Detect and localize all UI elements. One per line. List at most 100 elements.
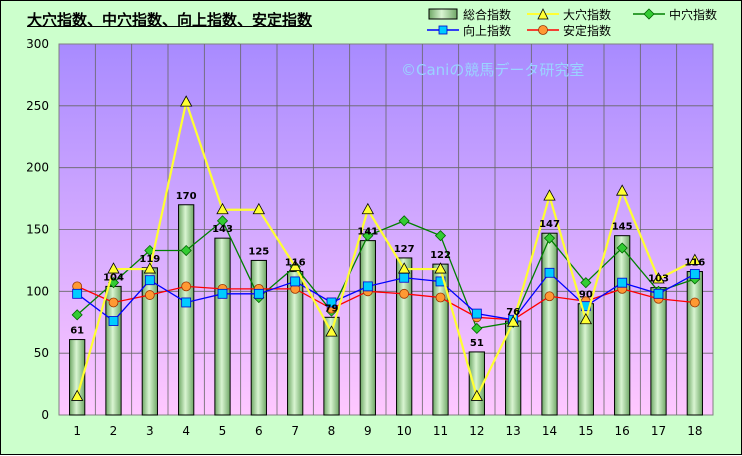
bar-value-label: 125: [248, 246, 269, 257]
point-diamond: [580, 277, 592, 289]
point-circle: [181, 281, 192, 292]
point-triangle: [543, 189, 556, 201]
bar-value-label: 103: [648, 274, 669, 285]
x-tick-label: 7: [291, 424, 299, 438]
legend-label-sougou: 総合指数: [463, 7, 512, 22]
point-triangle: [579, 312, 593, 325]
legend-item-antei: 安定指数: [527, 22, 611, 38]
point-square: [617, 277, 628, 288]
point-triangle: [107, 262, 120, 274]
bar-value-label: 127: [394, 244, 415, 255]
x-tick-label: 2: [110, 424, 118, 438]
bar: [69, 339, 86, 416]
y-tick-label: 250: [26, 99, 49, 113]
point-diamond: [180, 244, 192, 257]
point-square: [471, 308, 482, 319]
legend-item-oana: 大穴指数: [527, 6, 611, 22]
bar-value-label: 119: [139, 254, 160, 265]
bar-value-labels: 61 104 119 170 143 125 116 79 141 127 122 51 76 147 90…: [70, 191, 705, 349]
x-tick-label: 16: [615, 424, 630, 438]
bar-value-label: 51: [470, 338, 484, 349]
legend-swatch-bar: [428, 8, 458, 20]
x-tick-label: 17: [651, 424, 666, 438]
point-diamond: [616, 242, 628, 254]
bar-value-label: 147: [539, 219, 560, 230]
y-tick-label: 50: [34, 346, 49, 360]
bar-value-label: 145: [612, 222, 633, 233]
bar: [141, 267, 158, 416]
point-circle: [435, 292, 446, 303]
bar-value-label: 116: [684, 258, 705, 269]
x-tick-label: 1: [73, 424, 81, 438]
point-square: [653, 288, 664, 299]
legend-label-antei: 安定指数: [563, 23, 612, 38]
point-square: [181, 297, 192, 308]
x-tick-label: 8: [328, 424, 336, 438]
point-square: [290, 276, 301, 287]
watermark: ©Caniの競馬データ研究室: [401, 61, 585, 79]
point-diamond: [71, 309, 83, 321]
point-square: [689, 269, 700, 279]
point-circle: [144, 290, 155, 300]
point-triangle: [688, 253, 702, 265]
point-square: [217, 288, 228, 299]
bar: [323, 316, 340, 416]
point-triangle: [325, 325, 338, 337]
bar: [541, 232, 558, 416]
bar-value-label: 122: [430, 250, 451, 261]
point-diamond: [434, 230, 447, 242]
bar: [614, 235, 631, 416]
bar-value-label: 76: [506, 307, 520, 318]
bar-value-label: 79: [325, 303, 339, 314]
point-triangle: [216, 202, 229, 215]
legend-label-oana: 大穴指数: [563, 7, 612, 22]
point-square: [72, 288, 83, 299]
x-tick-label: 6: [255, 424, 263, 438]
x-tick-label: 15: [578, 424, 593, 438]
point-circle: [399, 288, 410, 299]
legend-swatch-circle: [527, 25, 559, 35]
point-triangle: [288, 259, 302, 272]
bar: [250, 259, 267, 416]
x-tick-label: 9: [364, 424, 372, 438]
y-axis-ticks: 0 50 100 150 200 250 300: [26, 37, 49, 422]
point-square: [108, 316, 119, 326]
grid-lines: [59, 44, 713, 415]
series-line-diamond: [76, 219, 696, 330]
point-square: [253, 288, 264, 299]
point-triangle: [252, 202, 266, 215]
point-triangle: [470, 389, 484, 401]
point-square: [399, 272, 410, 283]
x-tick-label: 11: [433, 424, 448, 438]
bar: [178, 204, 195, 416]
legend-swatch-triangle: [527, 8, 559, 20]
x-tick-label: 4: [182, 424, 190, 438]
x-tick-label: 13: [506, 424, 521, 438]
x-tick-label: 18: [687, 424, 702, 438]
point-circle: [544, 291, 555, 302]
y-tick-label: 200: [26, 161, 49, 175]
bar-value-label: 90: [579, 290, 593, 301]
point-square: [144, 275, 155, 286]
legend-swatch-square: [427, 25, 459, 35]
y-tick-label: 300: [26, 37, 49, 51]
y-tick-label: 100: [26, 284, 49, 298]
point-triangle: [615, 184, 629, 196]
x-tick-label: 12: [469, 424, 484, 438]
bar: [396, 257, 413, 416]
bar: [686, 271, 703, 416]
series-line-triangle: [76, 98, 696, 400]
y-tick-label: 150: [26, 223, 49, 237]
legend-label-koujou: 向上指数: [463, 23, 512, 38]
legend-item-sougou: 総合指数: [427, 6, 511, 22]
point-triangle: [361, 202, 375, 215]
point-circle: [689, 297, 700, 308]
x-tick-label: 5: [219, 424, 227, 438]
bar-value-label: 170: [176, 191, 197, 202]
chart-title: 大穴指数、中穴指数、向上指数、安定指数: [27, 11, 313, 29]
line-series: [70, 95, 702, 401]
point-triangle: [652, 272, 665, 284]
bar-value-label: 104: [103, 272, 124, 283]
